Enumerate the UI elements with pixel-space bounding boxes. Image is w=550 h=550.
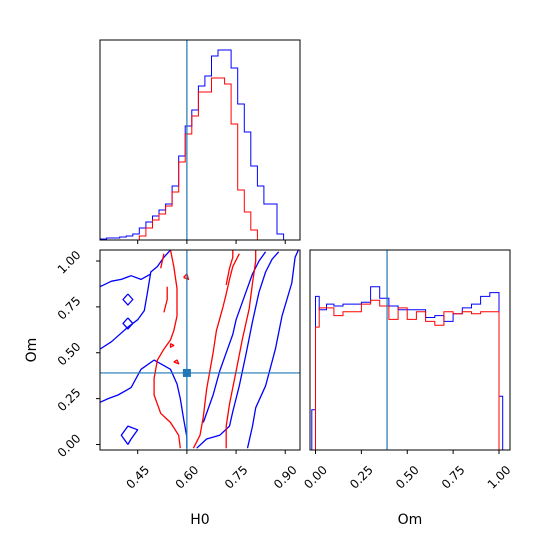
h0-tick-label-0: 0.45 xyxy=(123,463,152,492)
h0-hist-series-a xyxy=(99,49,297,241)
joint-frame xyxy=(99,249,301,451)
contour-series-b-5 xyxy=(183,273,190,281)
contour-series-a-8 xyxy=(246,250,299,449)
om-x-tick-label-4: 1.00 xyxy=(485,463,514,492)
contour-series-b-1 xyxy=(163,286,168,313)
contour-series-a-7 xyxy=(202,251,267,423)
h0-hist-frame xyxy=(99,39,301,241)
x-axis-label-h0: H0 xyxy=(190,512,209,528)
om-y-tick-label-0: 0.00 xyxy=(55,431,84,460)
contour-series-a-1 xyxy=(100,250,171,350)
contour-lines xyxy=(100,250,299,449)
h0-histogram-panel xyxy=(99,39,301,244)
contour-series-b-3 xyxy=(173,359,180,365)
om-hist-frame xyxy=(309,249,511,451)
om-x-tick-label-2: 0.50 xyxy=(393,463,422,492)
truth-marker xyxy=(182,368,191,377)
om-y-tick-label-3: 0.75 xyxy=(55,294,84,323)
h0-tick-label-2: 0.75 xyxy=(222,463,251,492)
h0-tick-label-3: 0.90 xyxy=(271,463,300,492)
om-hist-lines xyxy=(311,286,504,450)
om-x-tick-label-0: 0.00 xyxy=(301,463,330,492)
om-hist-series-b xyxy=(311,299,503,450)
om-y-tick-label-2: 0.50 xyxy=(55,340,84,369)
contour-series-b-0 xyxy=(153,250,181,449)
contour-series-b-2 xyxy=(160,253,165,269)
om-y-tick-label-1: 0.25 xyxy=(55,385,84,414)
h0-om-contour-panel: 0.45 0.60 0.75 0.90 0.00 0.25 0.50 0.75 1.00 xyxy=(55,248,301,492)
y-axis-label-om: Om xyxy=(24,338,40,363)
contour-series-a-6 xyxy=(196,251,280,449)
contour-series-a-2 xyxy=(100,273,152,288)
om-x-tick-label-1: 0.25 xyxy=(347,463,376,492)
contour-series-a-0 xyxy=(100,359,188,449)
om-histogram-panel: 0.00 0.25 0.50 0.75 1.00 xyxy=(301,249,514,492)
contour-series-b-8 xyxy=(225,250,234,286)
x-axis-label-om: Om xyxy=(398,512,423,528)
om-x-tick-label-3: 0.75 xyxy=(439,463,468,492)
h0-hist-series-b xyxy=(100,77,297,241)
contour-series-b-6 xyxy=(192,253,240,449)
contour-series-b-7 xyxy=(225,250,257,449)
h0-tick-label-1: 0.60 xyxy=(173,463,202,492)
contour-series-a-4 xyxy=(122,293,134,306)
contour-series-a-5 xyxy=(122,317,134,330)
contour-series-b-4 xyxy=(169,343,175,348)
contour-series-a-3 xyxy=(120,425,139,445)
om-y-tick-label-4: 1.00 xyxy=(55,248,84,277)
